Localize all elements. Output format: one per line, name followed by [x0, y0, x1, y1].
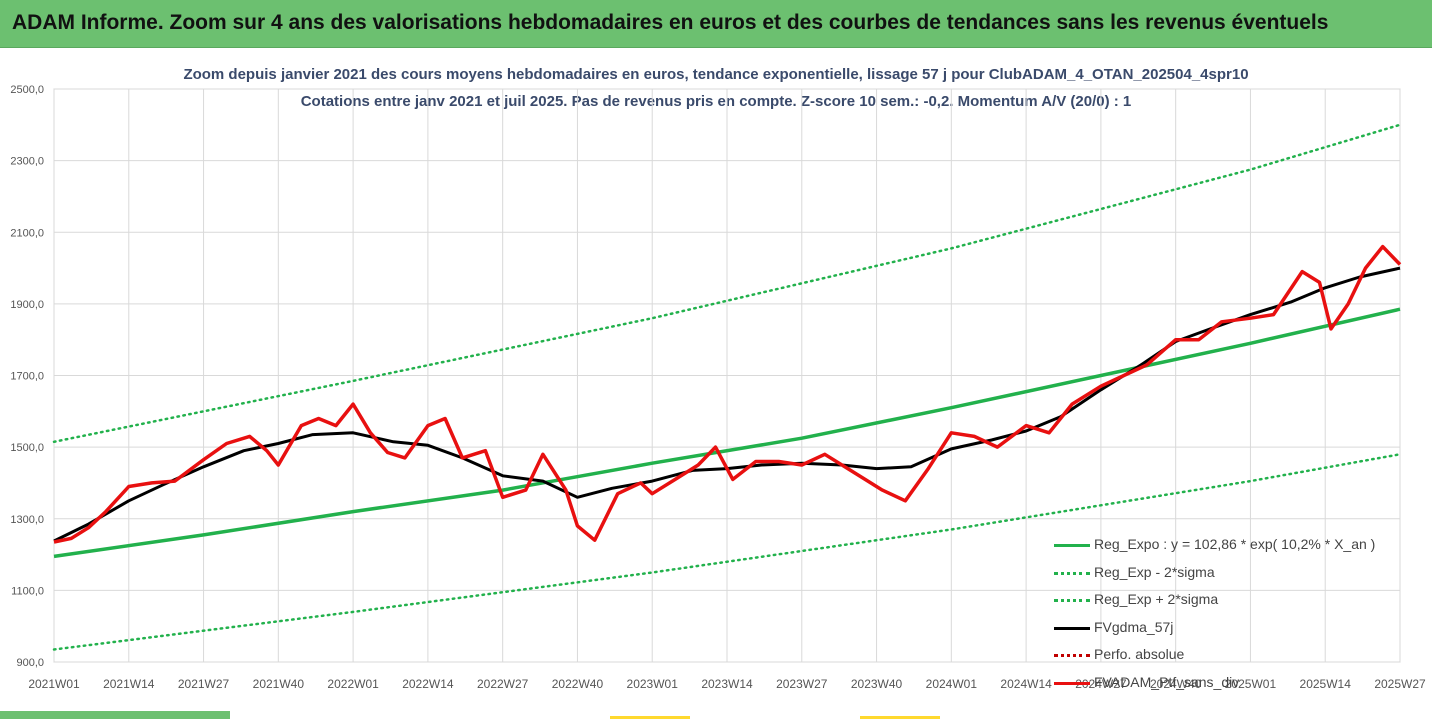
x-tick-label: 2023W40	[851, 677, 903, 691]
legend-item: FVgdma_57j	[1052, 617, 1392, 639]
legend-swatch	[1054, 544, 1090, 547]
legend-label: FVADAM_Ptf_sans_div	[1094, 674, 1240, 690]
bottom-strip	[0, 711, 940, 719]
legend-swatch	[1054, 626, 1090, 630]
series-fvadam-ptf	[53, 244, 1402, 544]
y-tick-label: 2500,0	[10, 84, 44, 96]
x-tick-label: 2024W01	[926, 677, 978, 691]
x-tick-label: 2023W14	[701, 677, 753, 691]
series-reg-expo	[53, 307, 1401, 559]
legend-swatch	[1054, 682, 1090, 685]
y-tick-label: 900,0	[16, 657, 44, 669]
chart-area: Zoom depuis janvier 2021 des cours moyen…	[0, 48, 1432, 719]
x-tick-label: 2022W14	[402, 677, 454, 691]
x-tick-label: 2025W01	[1225, 677, 1277, 691]
x-tick-label: 2024W27	[1075, 677, 1127, 691]
y-tick-label: 1300,0	[10, 514, 44, 526]
x-tick-label: 2024W14	[1000, 677, 1052, 691]
series-reg-exp-plus-2sigma	[52, 123, 1402, 444]
x-tick-label: 2024W40	[1150, 677, 1202, 691]
legend-item: Perfo. absolue	[1052, 644, 1392, 666]
x-tick-label: 2023W01	[627, 677, 679, 691]
line-chart: 900,0 1100,0 1300,0 1500,0 1700,0 1900,0 2100,…	[10, 84, 1426, 691]
legend-label: Reg_Exp - 2*sigma	[1094, 563, 1215, 580]
legend-label: Reg_Exp + 2*sigma	[1094, 591, 1219, 608]
legend-label: FVgdma_57j	[1094, 618, 1174, 635]
legend-swatch	[1054, 654, 1090, 658]
legend-item: FVADAM_Ptf_sans_div	[1052, 672, 1392, 694]
x-tick-label: 2022W27	[477, 677, 529, 691]
legend-swatch	[1054, 571, 1090, 575]
y-tick-label: 2100,0	[10, 227, 44, 239]
legend-swatch	[1054, 599, 1090, 603]
y-tick-label: 2300,0	[10, 156, 44, 168]
x-tick-label: 2025W27	[1374, 677, 1426, 691]
y-tick-label: 1100,0	[11, 585, 44, 597]
legend-label: Reg_Expo : y = 102,86 * exp( 10,2% * X_a…	[1094, 536, 1376, 552]
series-reg-exp-minus-2sigma	[52, 453, 1402, 651]
x-tick-label: 2022W40	[552, 677, 604, 691]
report-title: ADAM Informe. Zoom sur 4 ans des valoris…	[12, 11, 1329, 34]
legend-item: Reg_Exp + 2*sigma	[1052, 589, 1392, 611]
x-tick-label: 2021W01	[28, 677, 80, 691]
legend-item: Reg_Expo : y = 102,86 * exp( 10,2% * X_a…	[1052, 534, 1392, 556]
x-tick-label: 2025W14	[1300, 677, 1352, 691]
y-tick-label: 1700,0	[10, 371, 44, 383]
chart-subtitle: Cotations entre janv 2021 et juil 2025. …	[300, 93, 1132, 110]
report-banner: ADAM Informe. Zoom sur 4 ans des valoris…	[0, 0, 1432, 48]
x-tick-label: 2021W14	[103, 677, 155, 691]
x-tick-label: 2023W27	[776, 677, 828, 691]
y-tick-label: 1900,0	[10, 299, 44, 311]
legend-item: Reg_Exp - 2*sigma	[1052, 562, 1392, 584]
y-tick-label: 1500,0	[10, 442, 44, 454]
x-tick-label: 2021W27	[178, 677, 230, 691]
x-tick-label: 2022W01	[327, 677, 379, 691]
chart-title: Zoom depuis janvier 2021 des cours moyen…	[183, 66, 1249, 83]
x-tick-label: 2021W40	[253, 677, 305, 691]
legend-label: Perfo. absolue	[1094, 646, 1185, 663]
